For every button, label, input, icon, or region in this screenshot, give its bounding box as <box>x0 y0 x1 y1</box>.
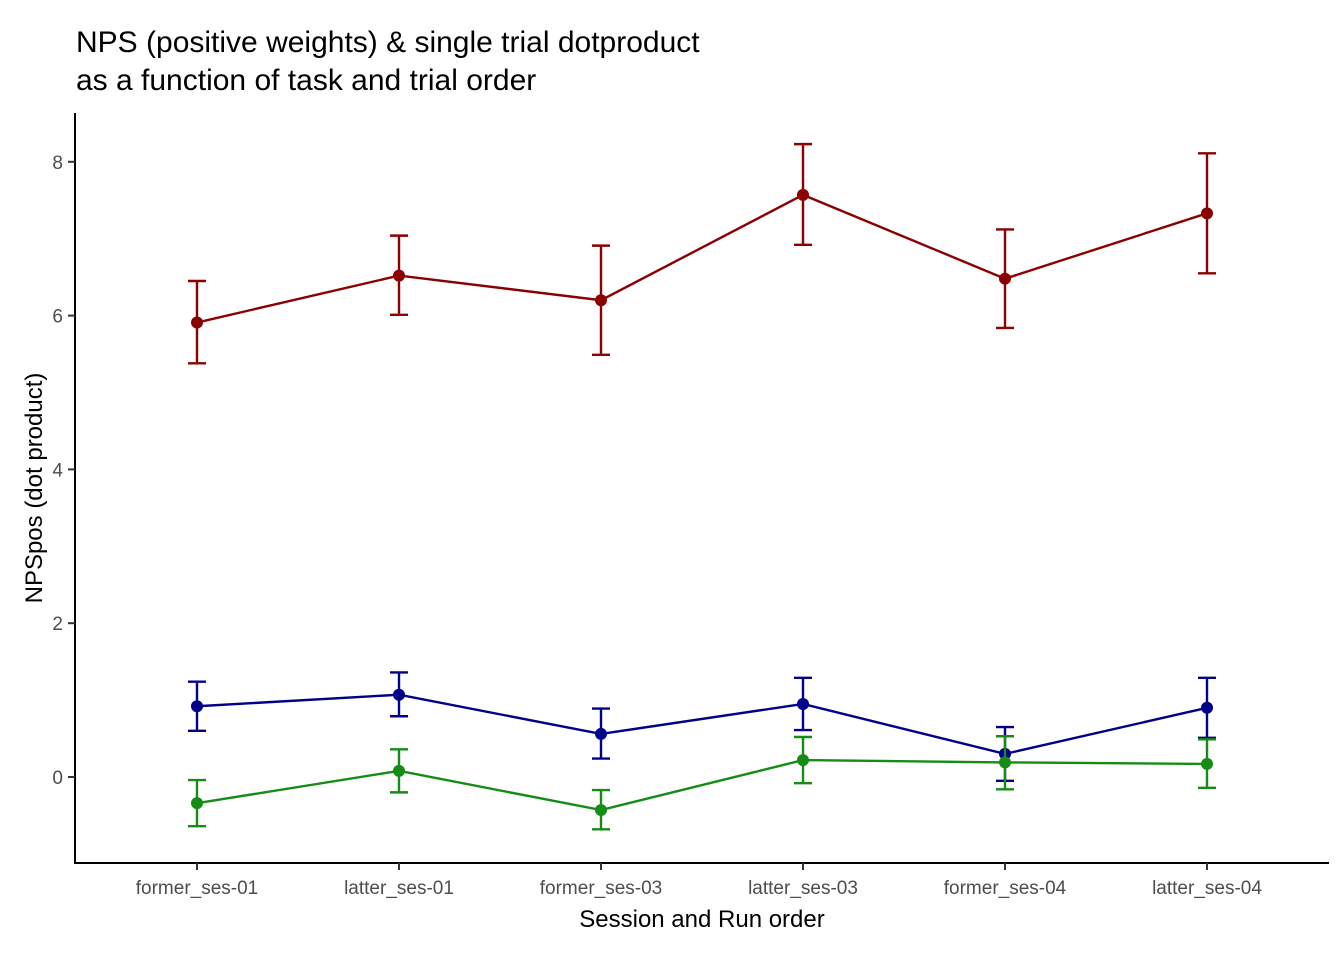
y-tick-label: 4 <box>52 460 63 481</box>
data-point <box>393 269 405 282</box>
data-point <box>191 700 203 713</box>
data-point <box>595 727 607 740</box>
data-point <box>1201 701 1213 714</box>
x-tick-label: former_ses-01 <box>136 878 259 899</box>
y-tick-label: 2 <box>52 614 63 635</box>
data-point <box>393 764 405 777</box>
data-point <box>595 804 607 817</box>
y-tick-label: 8 <box>52 153 63 174</box>
x-ticks: former_ses-01 latter_ses-01 former_ses-03 l… <box>136 863 1262 899</box>
series-line <box>196 693 1208 756</box>
data-point <box>999 272 1011 285</box>
data-point <box>393 688 405 701</box>
data-point <box>595 294 607 307</box>
series-2 <box>188 671 1216 783</box>
data-point <box>797 188 809 201</box>
data-point <box>999 756 1011 769</box>
series-line <box>196 758 1208 812</box>
data-point <box>1201 207 1213 220</box>
data-point <box>797 754 809 767</box>
series-line <box>196 193 1208 324</box>
chart-title: NPS (positive weights) & single trial do… <box>76 24 700 100</box>
chart-title-line-2: as a function of task and trial order <box>76 64 537 97</box>
series-layer <box>188 142 1216 831</box>
y-ticks: 0 2 4 6 8 <box>52 153 75 789</box>
data-point <box>191 797 203 810</box>
series-1 <box>188 142 1216 365</box>
y-axis-title: NPSpos (dot product) <box>21 373 48 604</box>
x-tick-label: former_ses-04 <box>944 878 1067 899</box>
x-axis-title: Session and Run order <box>579 906 824 933</box>
data-point <box>191 316 203 329</box>
chart-title-line-1: NPS (positive weights) & single trial do… <box>76 26 700 59</box>
y-tick-label: 0 <box>52 768 63 789</box>
y-tick-label: 6 <box>52 307 63 328</box>
data-point <box>1201 757 1213 770</box>
x-tick-label: latter_ses-01 <box>344 878 454 899</box>
data-point <box>797 697 809 710</box>
x-tick-label: latter_ses-04 <box>1152 878 1262 899</box>
axes <box>74 113 1329 864</box>
x-tick-label: former_ses-03 <box>540 878 663 899</box>
series-3 <box>188 735 1216 831</box>
x-tick-label: latter_ses-03 <box>748 878 858 899</box>
